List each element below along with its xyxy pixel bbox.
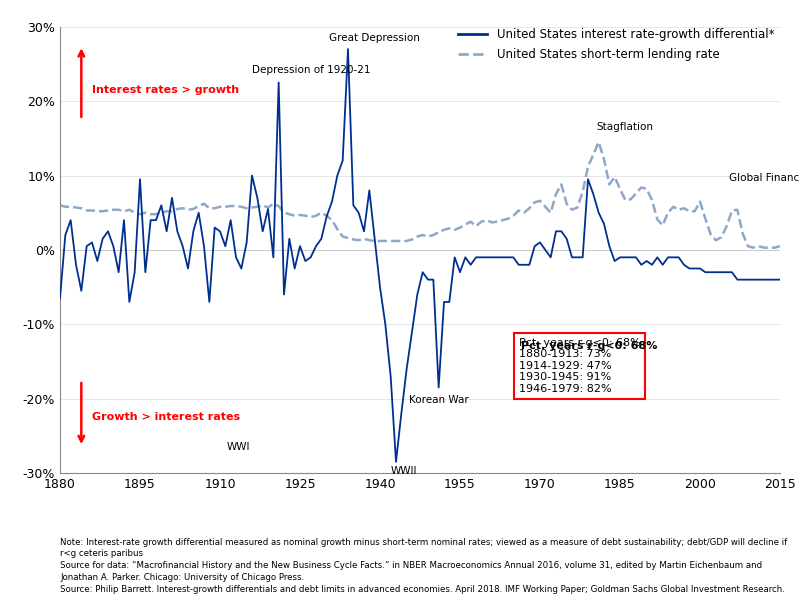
Text: Pct. years r-g<0: 68%
1880-1913: 73%
1914-1929: 47%
1930-1945: 91%
1946-1979: 82: Pct. years r-g<0: 68% 1880-1913: 73% 191… <box>518 337 641 394</box>
Text: Pct. years r-g<0: 68%: Pct. years r-g<0: 68% <box>522 340 658 350</box>
Text: WWII: WWII <box>390 465 417 475</box>
Text: Great Depression: Great Depression <box>330 33 420 43</box>
Text: Global Financial Crisis: Global Financial Crisis <box>730 173 800 183</box>
Text: Depression of 1920-21: Depression of 1920-21 <box>252 65 370 75</box>
Text: Interest rates > growth: Interest rates > growth <box>92 85 239 95</box>
Text: Korean War: Korean War <box>409 395 469 405</box>
Text: WWI: WWI <box>227 441 250 452</box>
Text: Growth > interest rates: Growth > interest rates <box>92 412 240 422</box>
Text: Note: Interest-rate growth differential measured as nominal growth minus short-t: Note: Interest-rate growth differential … <box>60 538 787 594</box>
Legend: United States interest rate-growth differential*, United States short-term lendi: United States interest rate-growth diffe… <box>458 28 774 61</box>
Text: Stagflation: Stagflation <box>596 123 653 132</box>
